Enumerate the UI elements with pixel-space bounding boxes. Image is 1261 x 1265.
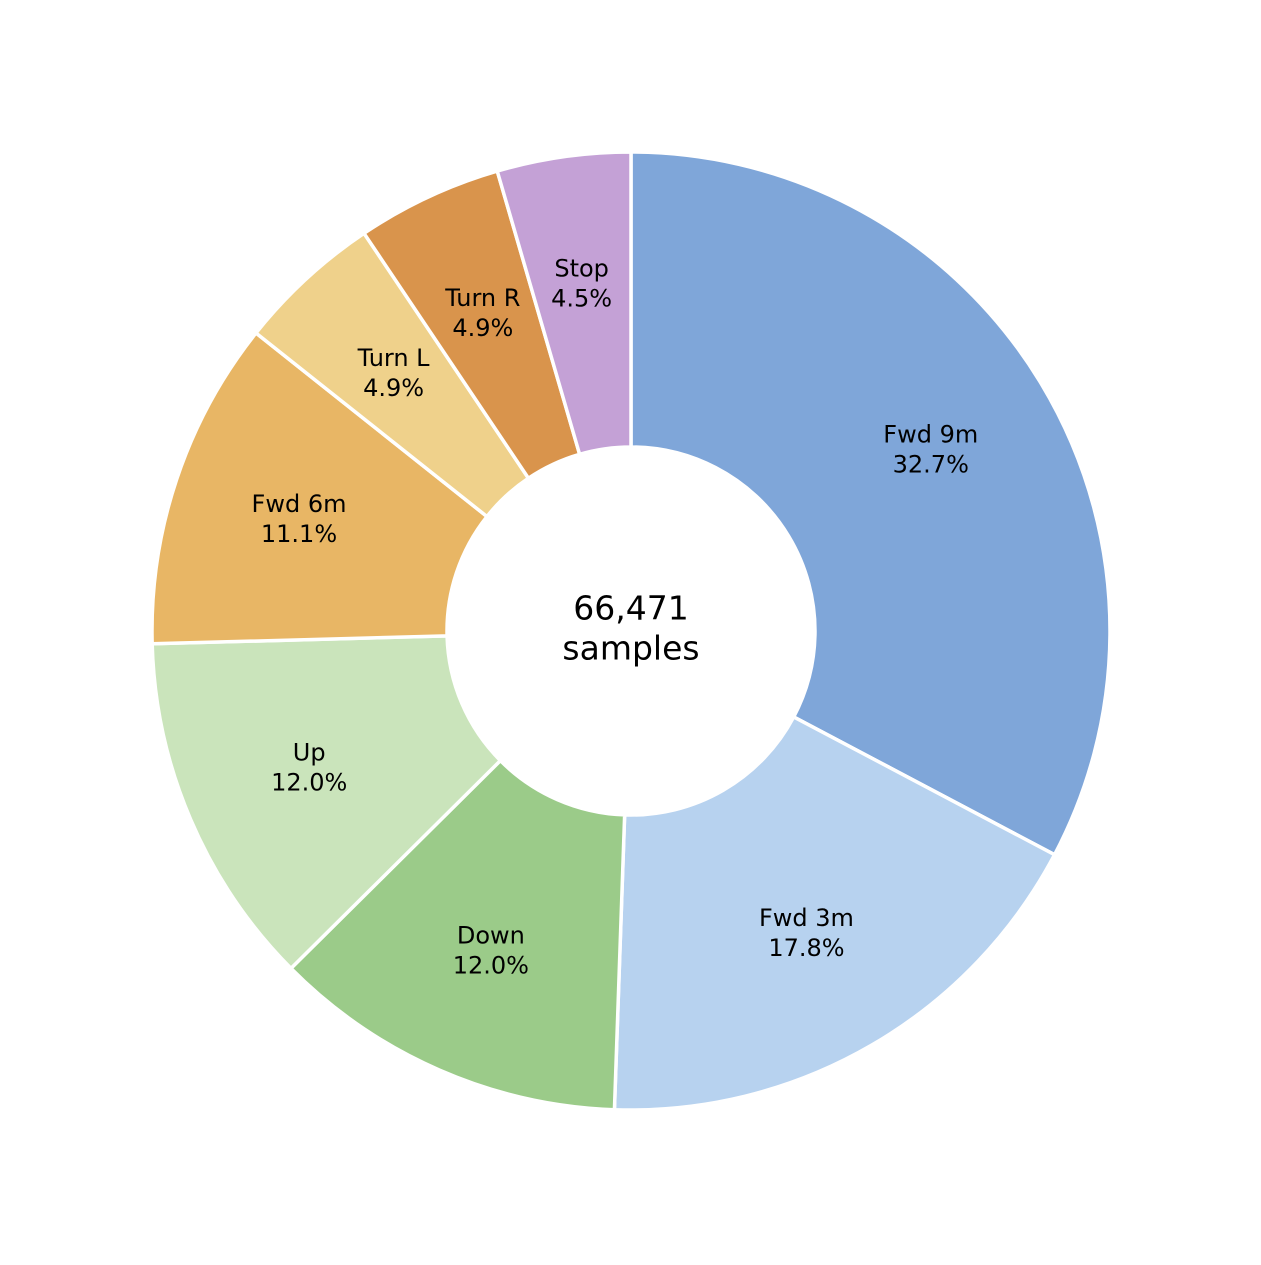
slice-value-label: 11.1% — [261, 520, 337, 548]
slice — [495, 150, 633, 457]
slice-label: Stop — [554, 254, 609, 282]
slice-value-label: 12.0% — [271, 769, 347, 797]
slice-label: Down — [457, 922, 525, 950]
slice-value-label: 12.0% — [453, 952, 529, 980]
slice — [150, 634, 503, 971]
slice-label: Fwd 9m — [883, 420, 978, 448]
slice-label: Up — [293, 739, 326, 767]
slice — [289, 758, 627, 1112]
slice — [150, 331, 489, 646]
slice-label: Turn R — [444, 284, 520, 312]
center-value: 66,471 — [573, 589, 688, 628]
center-label: samples — [562, 629, 699, 668]
slice-label: Fwd 6m — [252, 490, 347, 518]
slice-value-label: 4.9% — [363, 374, 424, 402]
slice-value-label: 4.9% — [452, 314, 513, 342]
slice-value-label: 4.5% — [551, 284, 612, 312]
slice-label: Fwd 3m — [759, 904, 854, 932]
slice — [629, 150, 1112, 857]
slice-value-label: 17.8% — [768, 934, 844, 962]
slice — [612, 715, 1057, 1112]
slice-value-label: 32.7% — [893, 450, 969, 478]
slice-label: Turn L — [357, 344, 431, 372]
